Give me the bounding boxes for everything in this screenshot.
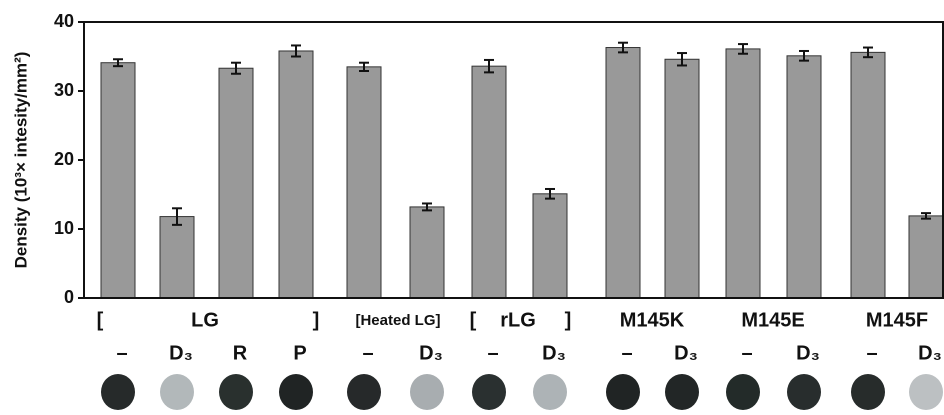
treatment-label: – xyxy=(621,342,632,364)
treatment-label: D₃ xyxy=(169,342,193,364)
treatment-label: D₃ xyxy=(542,342,566,364)
dot-blot xyxy=(279,374,313,410)
group-label: M145F xyxy=(866,309,928,331)
dot-blot xyxy=(219,374,253,410)
dot-blot xyxy=(101,374,135,410)
treatment-label: – xyxy=(866,342,877,364)
y-axis-label: Density (10³× intesity/mm²) xyxy=(11,52,30,269)
y-tick-label: 40 xyxy=(54,11,74,31)
bar xyxy=(101,63,135,298)
bar xyxy=(160,217,194,298)
y-tick-label: 10 xyxy=(54,218,74,238)
group-label: [ xyxy=(97,309,104,331)
y-tick-label: 0 xyxy=(64,287,74,307)
bar xyxy=(279,51,313,298)
group-label: ] xyxy=(313,309,320,331)
bar xyxy=(606,48,640,298)
bar xyxy=(909,216,943,298)
dot-blot xyxy=(909,374,943,410)
bar xyxy=(533,194,567,298)
group-label: M145E xyxy=(741,309,804,331)
bar xyxy=(851,52,885,298)
group-label: M145K xyxy=(620,309,685,331)
treatment-label: – xyxy=(741,342,752,364)
treatment-label: – xyxy=(116,342,127,364)
treatment-label: R xyxy=(233,342,248,364)
dot-blot xyxy=(726,374,760,410)
group-label: rLG xyxy=(500,309,536,331)
bar xyxy=(347,67,381,298)
treatment-label: D₃ xyxy=(419,342,443,364)
treatment-label: D₃ xyxy=(796,342,820,364)
dot-blot xyxy=(410,374,444,410)
dot-blot xyxy=(160,374,194,410)
treatment-label: D₃ xyxy=(674,342,698,364)
y-tick-label: 20 xyxy=(54,149,74,169)
bar xyxy=(410,207,444,298)
group-label: [Heated LG] xyxy=(355,312,440,329)
y-tick-label: 30 xyxy=(54,80,74,100)
treatment-label: D₃ xyxy=(918,342,942,364)
bar xyxy=(665,59,699,298)
dot-blot xyxy=(851,374,885,410)
bar xyxy=(726,49,760,298)
bar xyxy=(472,66,506,298)
bar xyxy=(219,68,253,298)
treatment-label: – xyxy=(362,342,373,364)
dot-blot xyxy=(665,374,699,410)
treatment-label: P xyxy=(293,342,306,364)
group-label: [ xyxy=(470,309,477,331)
chart: Density (10³× intesity/mm²) 0 10 20 30 40 – D₃… xyxy=(0,0,944,415)
dot-blot xyxy=(606,374,640,410)
dot-blot xyxy=(787,374,821,410)
dot-blot xyxy=(472,374,506,410)
bar xyxy=(787,56,821,298)
group-label: ] xyxy=(565,309,572,331)
dot-blot xyxy=(347,374,381,410)
group-label: LG xyxy=(191,309,219,331)
dot-blot xyxy=(533,374,567,410)
treatment-label: – xyxy=(487,342,498,364)
